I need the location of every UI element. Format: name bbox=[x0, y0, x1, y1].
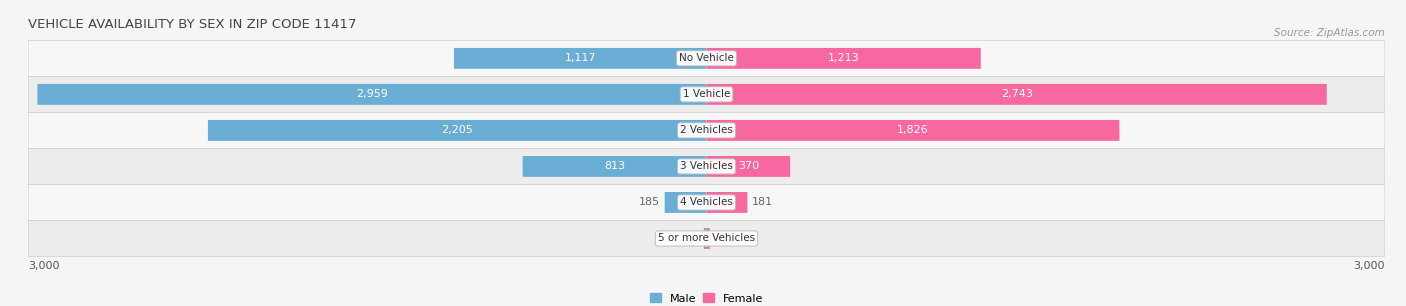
Text: 1 Vehicle: 1 Vehicle bbox=[683, 89, 730, 99]
FancyBboxPatch shape bbox=[38, 84, 707, 105]
FancyBboxPatch shape bbox=[704, 228, 707, 249]
Text: 4 Vehicles: 4 Vehicles bbox=[681, 197, 733, 207]
Text: 14: 14 bbox=[714, 233, 728, 244]
FancyBboxPatch shape bbox=[707, 228, 710, 249]
FancyBboxPatch shape bbox=[28, 76, 1385, 112]
Text: Source: ZipAtlas.com: Source: ZipAtlas.com bbox=[1274, 28, 1385, 38]
Text: 5 or more Vehicles: 5 or more Vehicles bbox=[658, 233, 755, 244]
Text: 3 Vehicles: 3 Vehicles bbox=[681, 162, 733, 171]
Text: 2,959: 2,959 bbox=[356, 89, 388, 99]
FancyBboxPatch shape bbox=[28, 148, 1385, 185]
Text: 1,117: 1,117 bbox=[564, 53, 596, 63]
FancyBboxPatch shape bbox=[523, 156, 707, 177]
Text: 813: 813 bbox=[605, 162, 626, 171]
Text: VEHICLE AVAILABILITY BY SEX IN ZIP CODE 11417: VEHICLE AVAILABILITY BY SEX IN ZIP CODE … bbox=[28, 18, 357, 32]
FancyBboxPatch shape bbox=[454, 48, 707, 69]
FancyBboxPatch shape bbox=[665, 192, 707, 213]
FancyBboxPatch shape bbox=[28, 220, 1385, 256]
Text: 12: 12 bbox=[685, 233, 699, 244]
FancyBboxPatch shape bbox=[28, 40, 1385, 76]
Text: 2,205: 2,205 bbox=[441, 125, 472, 135]
Text: 370: 370 bbox=[738, 162, 759, 171]
Text: 3,000: 3,000 bbox=[1354, 261, 1385, 271]
FancyBboxPatch shape bbox=[208, 120, 707, 141]
Text: No Vehicle: No Vehicle bbox=[679, 53, 734, 63]
Text: 3,000: 3,000 bbox=[28, 261, 59, 271]
Text: 181: 181 bbox=[752, 197, 773, 207]
FancyBboxPatch shape bbox=[707, 84, 1327, 105]
FancyBboxPatch shape bbox=[28, 112, 1385, 148]
Text: 1,213: 1,213 bbox=[828, 53, 859, 63]
FancyBboxPatch shape bbox=[28, 185, 1385, 220]
Legend: Male, Female: Male, Female bbox=[650, 293, 763, 304]
FancyBboxPatch shape bbox=[707, 156, 790, 177]
Text: 2 Vehicles: 2 Vehicles bbox=[681, 125, 733, 135]
FancyBboxPatch shape bbox=[707, 120, 1119, 141]
Text: 185: 185 bbox=[640, 197, 661, 207]
FancyBboxPatch shape bbox=[707, 192, 748, 213]
Text: 1,826: 1,826 bbox=[897, 125, 929, 135]
Text: 2,743: 2,743 bbox=[1001, 89, 1032, 99]
FancyBboxPatch shape bbox=[707, 48, 981, 69]
